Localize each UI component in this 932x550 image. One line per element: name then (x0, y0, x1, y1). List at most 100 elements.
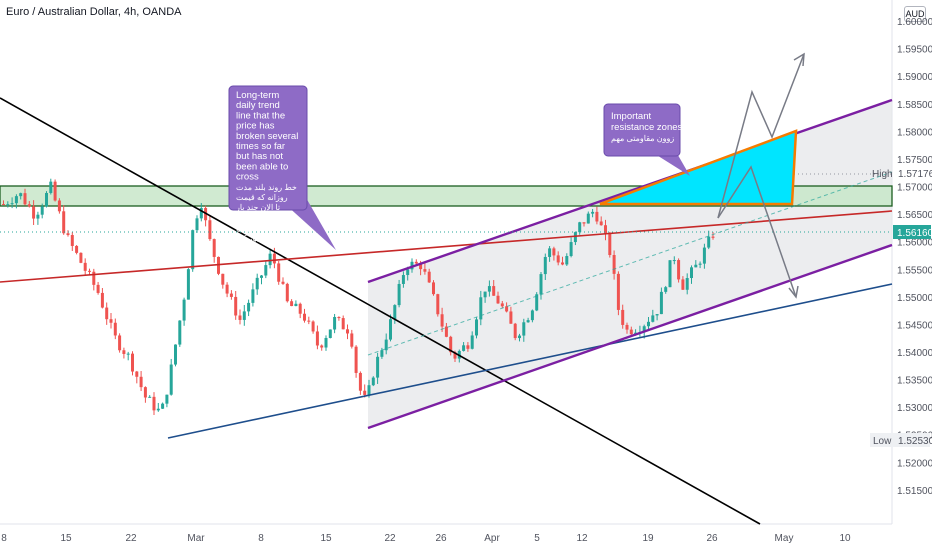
candle-body (225, 284, 229, 294)
price-tick-label: 1.56500 (897, 210, 932, 221)
candle-body (221, 273, 225, 285)
trendline-note-box (228, 85, 308, 211)
candle-body (45, 192, 48, 207)
candle-body (384, 339, 388, 351)
candle-body (586, 213, 590, 224)
candle-body (260, 275, 263, 278)
candle-body (651, 315, 655, 322)
channel-upper-line[interactable] (367, 98, 893, 284)
downtrend-line[interactable] (0, 97, 761, 525)
candle-body (556, 255, 560, 263)
candle-body (711, 236, 715, 238)
candle-body (444, 326, 448, 337)
candle-body (135, 371, 139, 377)
candle-body (505, 306, 509, 312)
candle-body (397, 283, 401, 306)
currency-button[interactable]: AUD (904, 6, 926, 22)
candle-body (655, 314, 659, 316)
candle-body (518, 335, 521, 339)
candle-body (453, 352, 457, 359)
candle-body (92, 271, 96, 285)
candle-body (604, 225, 607, 235)
candle-body (578, 222, 582, 233)
candle-body (595, 211, 599, 222)
candle-body (414, 261, 418, 264)
time-tick-label: 22 (125, 533, 137, 544)
candle-body (290, 301, 294, 307)
candle-body (707, 236, 711, 248)
candle-body (23, 193, 27, 205)
candle-body (229, 293, 233, 297)
candle-body (552, 248, 556, 256)
candle-body (432, 282, 435, 295)
price-axis[interactable]: 1.515001.520001.525001.530001.535001.540… (897, 17, 932, 497)
candle-body (32, 206, 36, 219)
candle-body (346, 329, 349, 334)
candle-body (483, 291, 487, 298)
candle-body (479, 297, 483, 320)
time-tick-label: 26 (435, 533, 447, 544)
price-tick-label: 1.53500 (897, 376, 932, 387)
candle-body (178, 320, 182, 345)
candle-body (186, 269, 190, 300)
candle-body (268, 253, 272, 266)
candle-body (57, 200, 61, 212)
candle-body (358, 372, 362, 391)
candle-body (668, 260, 672, 288)
time-axis[interactable]: 8 15 22 Mar 8 15 22 26 Apr 5 12 19 26 May 10 (1, 533, 851, 544)
candle-body (616, 273, 620, 310)
candle-body (96, 284, 100, 293)
trendline-note-text: Long-term daily trend line that the price h… (235, 90, 298, 243)
candle-body (174, 344, 177, 365)
candle-body (303, 313, 306, 321)
candle-body (582, 222, 586, 224)
channel-lower-line[interactable] (367, 243, 893, 430)
candle-body (487, 286, 491, 292)
candle-body (70, 235, 74, 246)
candle-body (419, 263, 423, 270)
long-term-trend-line[interactable] (0, 210, 893, 283)
price-tick-label: 1.52000 (897, 458, 932, 469)
low-tag: Low 1.52530 (870, 433, 932, 447)
candle-body (341, 318, 345, 330)
candle-body (393, 305, 397, 320)
candle-body (496, 295, 500, 304)
candle-body (449, 336, 453, 353)
candle-body (677, 260, 681, 280)
candle-body (702, 247, 706, 264)
candle-body (681, 279, 685, 290)
last-price-tag: 1.56160 (893, 225, 932, 239)
candle-body (436, 294, 440, 315)
candle-body (324, 337, 328, 348)
candle-body (6, 204, 10, 206)
candle-body (608, 234, 612, 256)
candle-body (694, 264, 698, 268)
candle-body (311, 321, 315, 332)
candle-body (423, 269, 427, 272)
candle-body (208, 220, 212, 240)
candle-body (401, 275, 405, 284)
candle-body (165, 394, 169, 404)
candle-body (690, 267, 693, 279)
candle-body (376, 356, 380, 378)
candle-body (363, 390, 367, 395)
candle-body (685, 278, 689, 290)
candle-body (182, 299, 186, 321)
candle-body (573, 232, 577, 243)
candle-body (242, 311, 246, 320)
candle-body (285, 283, 289, 302)
time-tick-label: Mar (187, 533, 205, 544)
bullish-projection (717, 53, 805, 219)
price-tick-label: 1.56000 (897, 238, 932, 249)
candle-body (195, 218, 199, 231)
candle-body (647, 321, 650, 327)
support-line[interactable] (167, 283, 893, 439)
channel-mid-line (367, 171, 893, 356)
high-tag: High 1.57176 (872, 169, 932, 180)
candle-body (591, 211, 595, 214)
candle-body (698, 263, 702, 265)
resistance-triangle[interactable] (599, 129, 798, 206)
candle-body (350, 333, 354, 347)
candle-body (148, 396, 152, 398)
